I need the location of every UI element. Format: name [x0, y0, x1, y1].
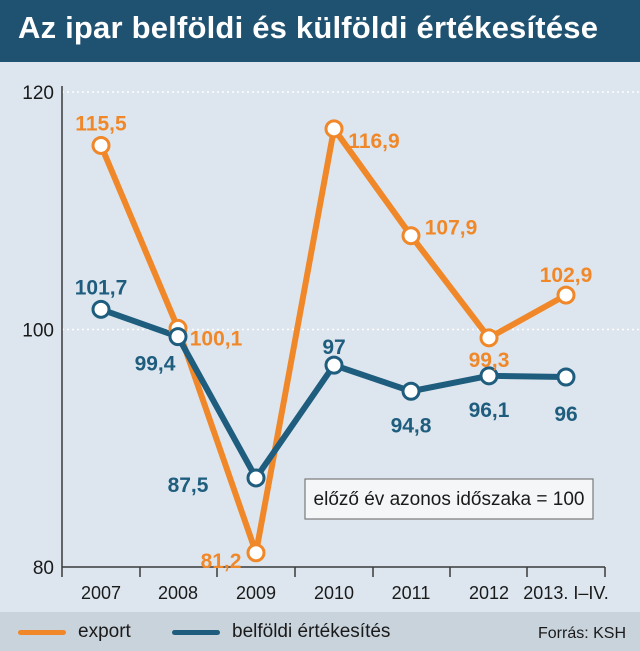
y-tick-label: 80 — [33, 558, 54, 579]
export-point — [246, 543, 266, 563]
export-data-label: 115,5 — [75, 112, 127, 135]
x-tick-label: 2010 — [314, 583, 354, 603]
export-data-label: 107,9 — [425, 217, 478, 240]
title-bar: Az ipar belföldi és külföldi értékesítés… — [0, 0, 640, 62]
domestic-point — [91, 299, 111, 319]
domestic-data-label: 97 — [322, 336, 345, 359]
y-tick-label: 100 — [22, 321, 54, 342]
source-note: Forrás: KSH — [537, 625, 626, 642]
x-tick-label: 2013. I–IV. — [523, 583, 608, 603]
legend-item-export: export — [18, 621, 131, 642]
export-data-label: 99,3 — [469, 349, 510, 372]
legend-label-export: export — [78, 621, 131, 642]
domestic-point — [556, 367, 576, 387]
export-point — [556, 285, 576, 305]
legend-swatch-export — [18, 629, 66, 635]
export-data-label: 100,1 — [190, 327, 243, 350]
domestic-data-label: 101,7 — [75, 276, 128, 299]
domestic-data-label: 87,5 — [168, 474, 209, 497]
x-tick-label: 2012 — [469, 583, 509, 603]
x-tick-label: 2009 — [236, 583, 276, 603]
legend-bar: export belföldi értékesítés Forrás: KSH — [0, 612, 640, 651]
export-point — [401, 226, 421, 246]
legend-swatch-domestic — [172, 629, 220, 635]
plot-area: 80 100 120 2007 2008 2009 2010 2011 2012 2013. I–… — [22, 83, 640, 603]
domestic-data-label: 96 — [554, 403, 577, 426]
x-tick-label: 2011 — [392, 583, 431, 603]
y-tick-label: 120 — [22, 83, 54, 104]
domestic-point — [168, 327, 188, 347]
domestic-data-label: 94,8 — [391, 414, 432, 437]
domestic-data-label: 96,1 — [469, 399, 510, 422]
domestic-point — [324, 355, 344, 375]
export-point — [479, 328, 499, 348]
legend-item-domestic: belföldi értékesítés — [172, 621, 391, 642]
domestic-data-label: 99,4 — [135, 353, 176, 376]
export-data-label: 102,9 — [540, 264, 593, 287]
export-data-label: 81,2 — [201, 550, 242, 573]
legend-label-domestic: belföldi értékesítés — [232, 621, 391, 642]
annotation-text: előző év azonos időszaka = 100 — [314, 489, 585, 510]
domestic-point — [401, 381, 421, 401]
chart-title: Az ipar belföldi és külföldi értékesítés… — [18, 10, 599, 45]
x-tick-label: 2007 — [81, 583, 121, 603]
export-point — [324, 119, 344, 139]
export-point — [91, 135, 111, 155]
x-tick-label: 2008 — [158, 583, 198, 603]
domestic-point — [479, 366, 499, 386]
annotation-box — [304, 478, 594, 520]
domestic-point — [246, 468, 266, 488]
export-data-label: 116,9 — [348, 130, 399, 153]
